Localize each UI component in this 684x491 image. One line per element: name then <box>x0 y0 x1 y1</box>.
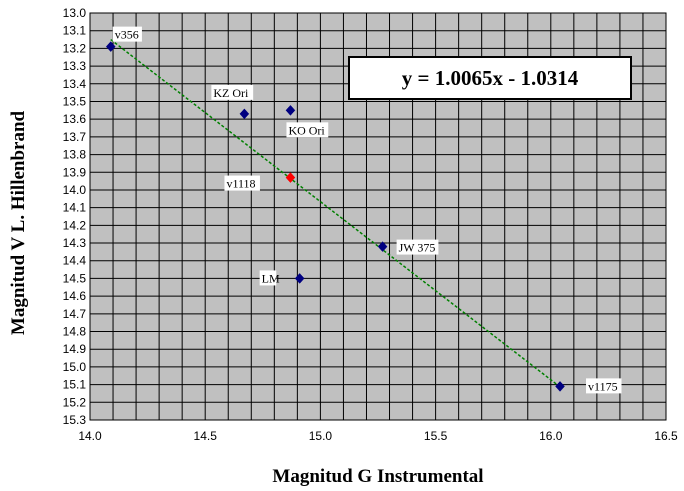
point-label: v356 <box>115 28 139 42</box>
data-point <box>105 41 116 52</box>
data-point <box>377 241 388 252</box>
point-label-bg <box>259 270 277 286</box>
y-tick-label: 13.6 <box>63 112 87 126</box>
y-tick-label: 14.0 <box>63 183 87 197</box>
x-tick-labels: 14.0 14.5 15.0 15.5 16.0 16.5 <box>78 429 678 443</box>
y-tick-label: 13.4 <box>63 77 87 91</box>
equation-box: y = 1.0065x - 1.0314 <box>348 56 632 100</box>
data-point <box>239 108 250 120</box>
data-point <box>285 172 296 183</box>
point-label-bg <box>211 84 254 100</box>
point-label: v1118 <box>226 177 255 191</box>
point-label-bg <box>396 239 439 255</box>
y-tick-label: 15.0 <box>63 360 87 374</box>
point-label: KZ Ori <box>213 86 249 100</box>
grid-lines <box>89 12 667 421</box>
x-tick-label: 15.0 <box>309 429 333 443</box>
y-tick-label: 13.5 <box>63 94 87 108</box>
x-tick-label: 16.0 <box>539 429 563 443</box>
y-tick-label: 14.5 <box>63 271 87 285</box>
data-points: v356 KZ Ori KO Ori v1118 JW 375 LM v1175 <box>105 26 622 394</box>
data-point <box>555 381 565 392</box>
y-tick-label: 15.1 <box>63 378 87 392</box>
y-tick-label: 14.2 <box>63 218 87 232</box>
x-tick-label: 15.5 <box>424 429 448 443</box>
data-point <box>294 273 305 284</box>
y-tick-label: 13.8 <box>63 148 87 162</box>
y-tick-label: 13.2 <box>63 41 87 55</box>
point-label-bg <box>224 175 260 191</box>
y-tick-label: 13.0 <box>63 6 87 20</box>
point-label-bg <box>286 122 329 138</box>
point-label: KO Ori <box>288 123 325 137</box>
point-label-bg <box>112 26 142 42</box>
y-tick-label: 15.3 <box>63 413 87 427</box>
y-tick-label: 13.9 <box>63 165 87 179</box>
y-axis-title: Magnitud V L. Hillenbrand <box>8 110 29 335</box>
y-tick-label: 13.7 <box>63 130 87 144</box>
y-tick-label: 14.4 <box>63 254 87 268</box>
x-tick-label: 14.5 <box>194 429 218 443</box>
point-label: LM <box>262 271 280 285</box>
point-label-bg <box>586 378 622 394</box>
data-point <box>285 104 296 116</box>
y-tick-label: 13.3 <box>63 59 87 73</box>
y-tick-label: 14.3 <box>63 236 87 250</box>
x-tick-label: 16.5 <box>654 429 678 443</box>
point-label: JW 375 <box>399 241 436 255</box>
point-label: v1175 <box>588 379 618 393</box>
x-tick-label: 14.0 <box>78 429 102 443</box>
y-tick-label: 14.8 <box>63 325 87 339</box>
y-tick-label: 13.1 <box>63 24 87 38</box>
y-tick-label: 15.2 <box>63 395 87 409</box>
x-axis-title: Magnitud G Instrumental <box>272 466 483 487</box>
y-tick-labels: 13.0 13.1 13.2 13.3 13.4 13.5 13.6 13.7 13.8 13.9… <box>63 6 87 427</box>
y-tick-label: 14.6 <box>63 289 87 303</box>
y-tick-label: 14.7 <box>63 307 87 321</box>
trendline-equation: y = 1.0065x - 1.0314 <box>402 66 579 90</box>
y-tick-label: 14.9 <box>63 342 87 356</box>
y-tick-label: 14.1 <box>63 201 87 215</box>
